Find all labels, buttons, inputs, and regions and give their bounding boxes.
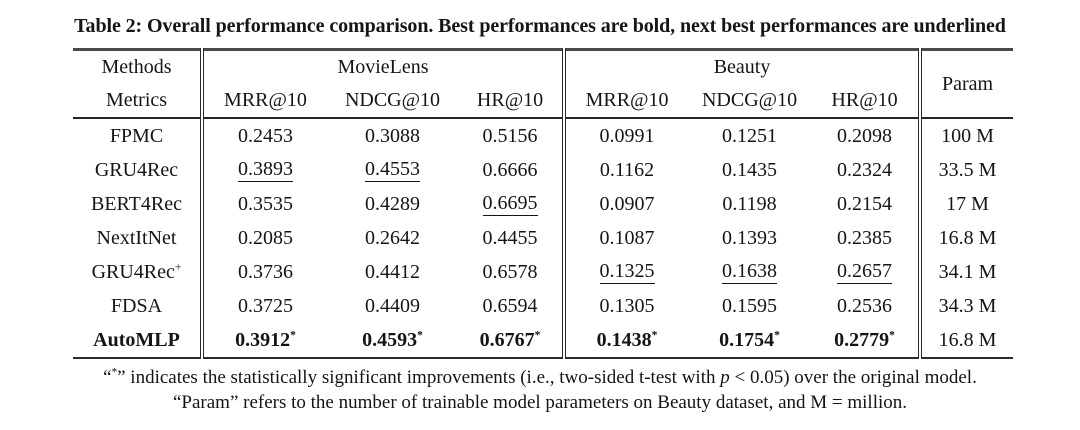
table-row: FPMC 0.2453 0.3088 0.5156 0.0991 0.1251 0.2098…: [73, 118, 1014, 153]
param-cell: 33.5 M: [918, 153, 1014, 187]
value-cell: 0.3725: [200, 289, 327, 323]
param-cell: 16.8 M: [918, 323, 1014, 358]
value-cell: 0.4412: [365, 260, 420, 283]
table-row: AutoMLP 0.3912* 0.4593* 0.6767* 0.1438* 0.175…: [73, 323, 1014, 358]
value-cell: 0.2657: [837, 260, 893, 284]
value-cell: 0.1435: [722, 158, 778, 181]
method-cell: FPMC: [109, 124, 164, 147]
param-cell: 34.1 M: [918, 255, 1014, 289]
value-cell: 0.6594: [482, 294, 538, 317]
value-cell: 0.1638: [722, 260, 778, 284]
value-cell: 0.2154: [837, 192, 893, 215]
value-cell: 0.6767*: [479, 327, 541, 351]
value-cell: 0.1393: [722, 226, 778, 249]
value-cell: 0.2642: [365, 226, 420, 249]
value-cell: 0.2098: [837, 124, 893, 147]
table-row: GRU4Rec 0.3893 0.4553 0.6666 0.1162 0.1435 0.2…: [73, 153, 1014, 187]
table-body: FPMC 0.2453 0.3088 0.5156 0.0991 0.1251 0.2098…: [73, 118, 1014, 358]
value-cell: 0.3893: [200, 153, 327, 187]
value-cell: 0.1754*: [719, 327, 780, 351]
value-cell: 0.2085: [200, 221, 327, 255]
footnote-line: “Param” refers to the number of trainabl…: [172, 392, 908, 413]
col-header-b-ndcg: NDCG@10: [688, 84, 812, 119]
param-cell: 100 M: [918, 118, 1014, 153]
table-row: GRU4Rec+ 0.3736 0.4412 0.6578 0.1325 0.1638 0.…: [73, 255, 1014, 289]
table-header: Methods MovieLens Beauty Param Metrics M…: [73, 49, 1014, 119]
value-cell: 0.2385: [837, 226, 893, 249]
value-cell: 0.4593*: [362, 327, 423, 351]
value-cell: 0.0991: [562, 118, 689, 153]
value-cell: 0.1251: [722, 124, 778, 147]
table-row: BERT4Rec 0.3535 0.4289 0.6695 0.0907 0.1198 0.…: [73, 187, 1014, 221]
value-cell: 0.1198: [722, 192, 777, 215]
footnote-line: “*” indicates the statistically signific…: [103, 366, 977, 388]
method-cell: BERT4Rec: [90, 192, 182, 215]
value-cell: 0.4455: [482, 226, 538, 249]
value-cell: 0.2324: [837, 158, 893, 181]
col-header-ml-hr: HR@10: [458, 84, 565, 119]
value-cell: 0.1087: [562, 221, 689, 255]
table-row: FDSA 0.3725 0.4409 0.6594 0.1305 0.1595 0.2536…: [73, 289, 1014, 323]
metrics-header: Metrics: [73, 84, 202, 119]
performance-table: Methods MovieLens Beauty Param Metrics M…: [73, 48, 1014, 359]
footnotes: “*” indicates the statistically signific…: [0, 365, 1080, 415]
value-cell: 0.1305: [562, 289, 689, 323]
col-header-b-hr: HR@10: [811, 84, 921, 119]
value-cell: 0.1325: [562, 255, 689, 289]
method-cell: NextItNet: [96, 226, 177, 249]
method-cell: AutoMLP: [93, 328, 180, 351]
col-header-ml-mrr: MRR@10: [200, 84, 327, 119]
value-cell: 0.4289: [365, 192, 420, 215]
value-cell: 0.6666: [482, 158, 538, 181]
value-cell: 0.2536: [837, 294, 893, 317]
param-cell: 34.3 M: [918, 289, 1014, 323]
value-cell: 0.5156: [482, 124, 538, 147]
value-cell: 0.1438*: [562, 323, 689, 358]
table-caption: Table 2: Overall performance comparison.…: [74, 15, 1006, 37]
method-cell: FDSA: [110, 294, 163, 317]
value-cell: 0.2779*: [834, 327, 895, 351]
col-header-ml-ndcg: NDCG@10: [327, 84, 458, 119]
header-row-metrics: Metrics MRR@10 NDCG@10 HR@10 MRR@10 NDCG…: [73, 84, 1013, 119]
param-cell: 17 M: [918, 187, 1014, 221]
value-cell: 0.3088: [365, 124, 420, 147]
value-cell: 0.1595: [722, 294, 778, 317]
value-cell: 0.4553: [365, 158, 420, 182]
param-cell: 16.8 M: [918, 221, 1014, 255]
value-cell: 0.2453: [200, 118, 327, 153]
param-header: Param: [918, 49, 1014, 119]
value-cell: 0.6578: [482, 260, 538, 283]
group-header-beauty: Beauty: [562, 49, 921, 84]
value-cell: 0.3736: [200, 255, 327, 289]
value-cell: 0.0907: [562, 187, 689, 221]
methods-header: Methods: [101, 56, 172, 78]
value-cell: 0.1162: [562, 153, 689, 187]
col-header-b-mrr: MRR@10: [562, 84, 689, 119]
value-cell: 0.3912*: [200, 323, 327, 358]
value-cell: 0.3535: [200, 187, 327, 221]
header-row-datasets: Methods MovieLens Beauty Param: [73, 49, 1014, 119]
group-header-movielens: MovieLens: [199, 49, 565, 84]
value-cell: 0.6695: [482, 192, 538, 216]
value-cell: 0.4409: [365, 294, 420, 317]
method-cell: GRU4Rec: [94, 158, 179, 181]
table-row: NextItNet 0.2085 0.2642 0.4455 0.1087 0.1393 0…: [73, 221, 1014, 255]
method-cell: GRU4Rec+: [91, 259, 182, 283]
